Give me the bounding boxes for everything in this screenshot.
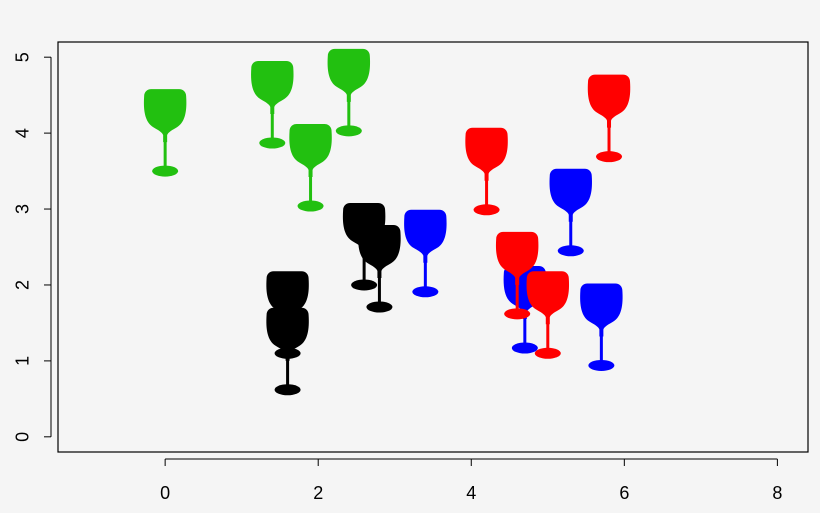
wine-glass-base [412, 286, 439, 298]
y-tick-label: 1 [13, 356, 33, 366]
wine-glass-base [534, 347, 561, 359]
y-tick-label: 2 [13, 280, 33, 290]
y-tick-label: 3 [13, 204, 33, 214]
wine-glass-stem [599, 333, 603, 365]
y-axis: 0 1 2 3 4 5 [13, 52, 52, 442]
wine-glass-bowl [587, 74, 631, 128]
wine-glass-bowl [266, 271, 309, 325]
data-point-wine-glass [587, 74, 631, 163]
wine-glass-stem [423, 259, 427, 291]
wine-glass-bowl [143, 89, 187, 143]
wine-glass-bowl [549, 168, 592, 222]
plot-frame [57, 41, 809, 453]
data-point-wine-glass [266, 271, 309, 359]
y-tick-label: 4 [13, 128, 33, 138]
data-point-wine-glass [495, 231, 539, 320]
wine-glass-bowl [289, 124, 332, 177]
data-point-wine-glass [289, 124, 332, 212]
wine-glass-base [557, 245, 584, 257]
wine-glass-base [335, 125, 362, 137]
wine-glass-base [274, 384, 301, 396]
wine-glass-bowl [580, 283, 623, 337]
data-point-wine-glass [549, 168, 592, 257]
wine-glass-stem [309, 174, 313, 205]
x-tick-label: 4 [466, 483, 476, 503]
wine-glass-stem [163, 139, 167, 171]
wine-glass-stem [286, 357, 290, 389]
wine-glass-stem [523, 315, 527, 347]
wine-glass-base [366, 301, 393, 313]
data-point-wine-glass [404, 209, 447, 298]
wine-glass-bowl [465, 127, 508, 181]
wine-glass-bowl [358, 224, 401, 278]
wine-glass-base [473, 204, 500, 216]
wine-glass-stem [607, 124, 611, 156]
wine-glass-stem [546, 321, 550, 353]
wine-glass-bowl [495, 231, 539, 285]
wine-glass-base [351, 279, 378, 291]
wine-glass-stem [286, 321, 290, 353]
x-tick-label: 2 [313, 483, 323, 503]
y-tick-label: 0 [13, 432, 33, 442]
wine-glass-base [511, 342, 538, 354]
x-tick-label: 6 [619, 483, 629, 503]
wine-glass-stem [485, 177, 489, 209]
x-axis: 0 2 4 6 8 [160, 458, 782, 503]
wine-glass-stem [377, 274, 381, 306]
data-point-wine-glass [580, 283, 623, 371]
data-point-wine-glass [526, 271, 570, 359]
wine-glass-stem [515, 281, 519, 313]
data-point-wine-glass [143, 89, 187, 177]
y-tick-label: 5 [13, 52, 33, 62]
wine-glass-base [596, 151, 623, 163]
data-point-wine-glass [327, 48, 371, 137]
data-point-wine-glass [358, 224, 401, 313]
wine-glass-bowl [327, 48, 371, 102]
data-point-wine-glass [251, 60, 294, 149]
x-tick-label: 8 [772, 483, 782, 503]
wine-glass-base [259, 137, 286, 149]
wine-glass-base [274, 347, 301, 359]
wine-glass-base [504, 308, 531, 320]
wine-glass-base [588, 359, 615, 371]
wine-glass-bowl [526, 271, 570, 325]
wine-glass-bowl [251, 60, 294, 114]
wine-glass-stem [362, 252, 366, 284]
wine-glass-base [152, 165, 179, 177]
data-point-wine-glass [465, 127, 508, 216]
wine-glass-base [297, 200, 324, 212]
wine-glass-stem [347, 98, 351, 130]
wine-glass-stem [569, 218, 573, 250]
wine-glass-markers [143, 48, 631, 396]
x-tick-label: 0 [160, 483, 170, 503]
wine-glass-stem [270, 110, 274, 142]
wine-glass-bowl [404, 209, 447, 263]
